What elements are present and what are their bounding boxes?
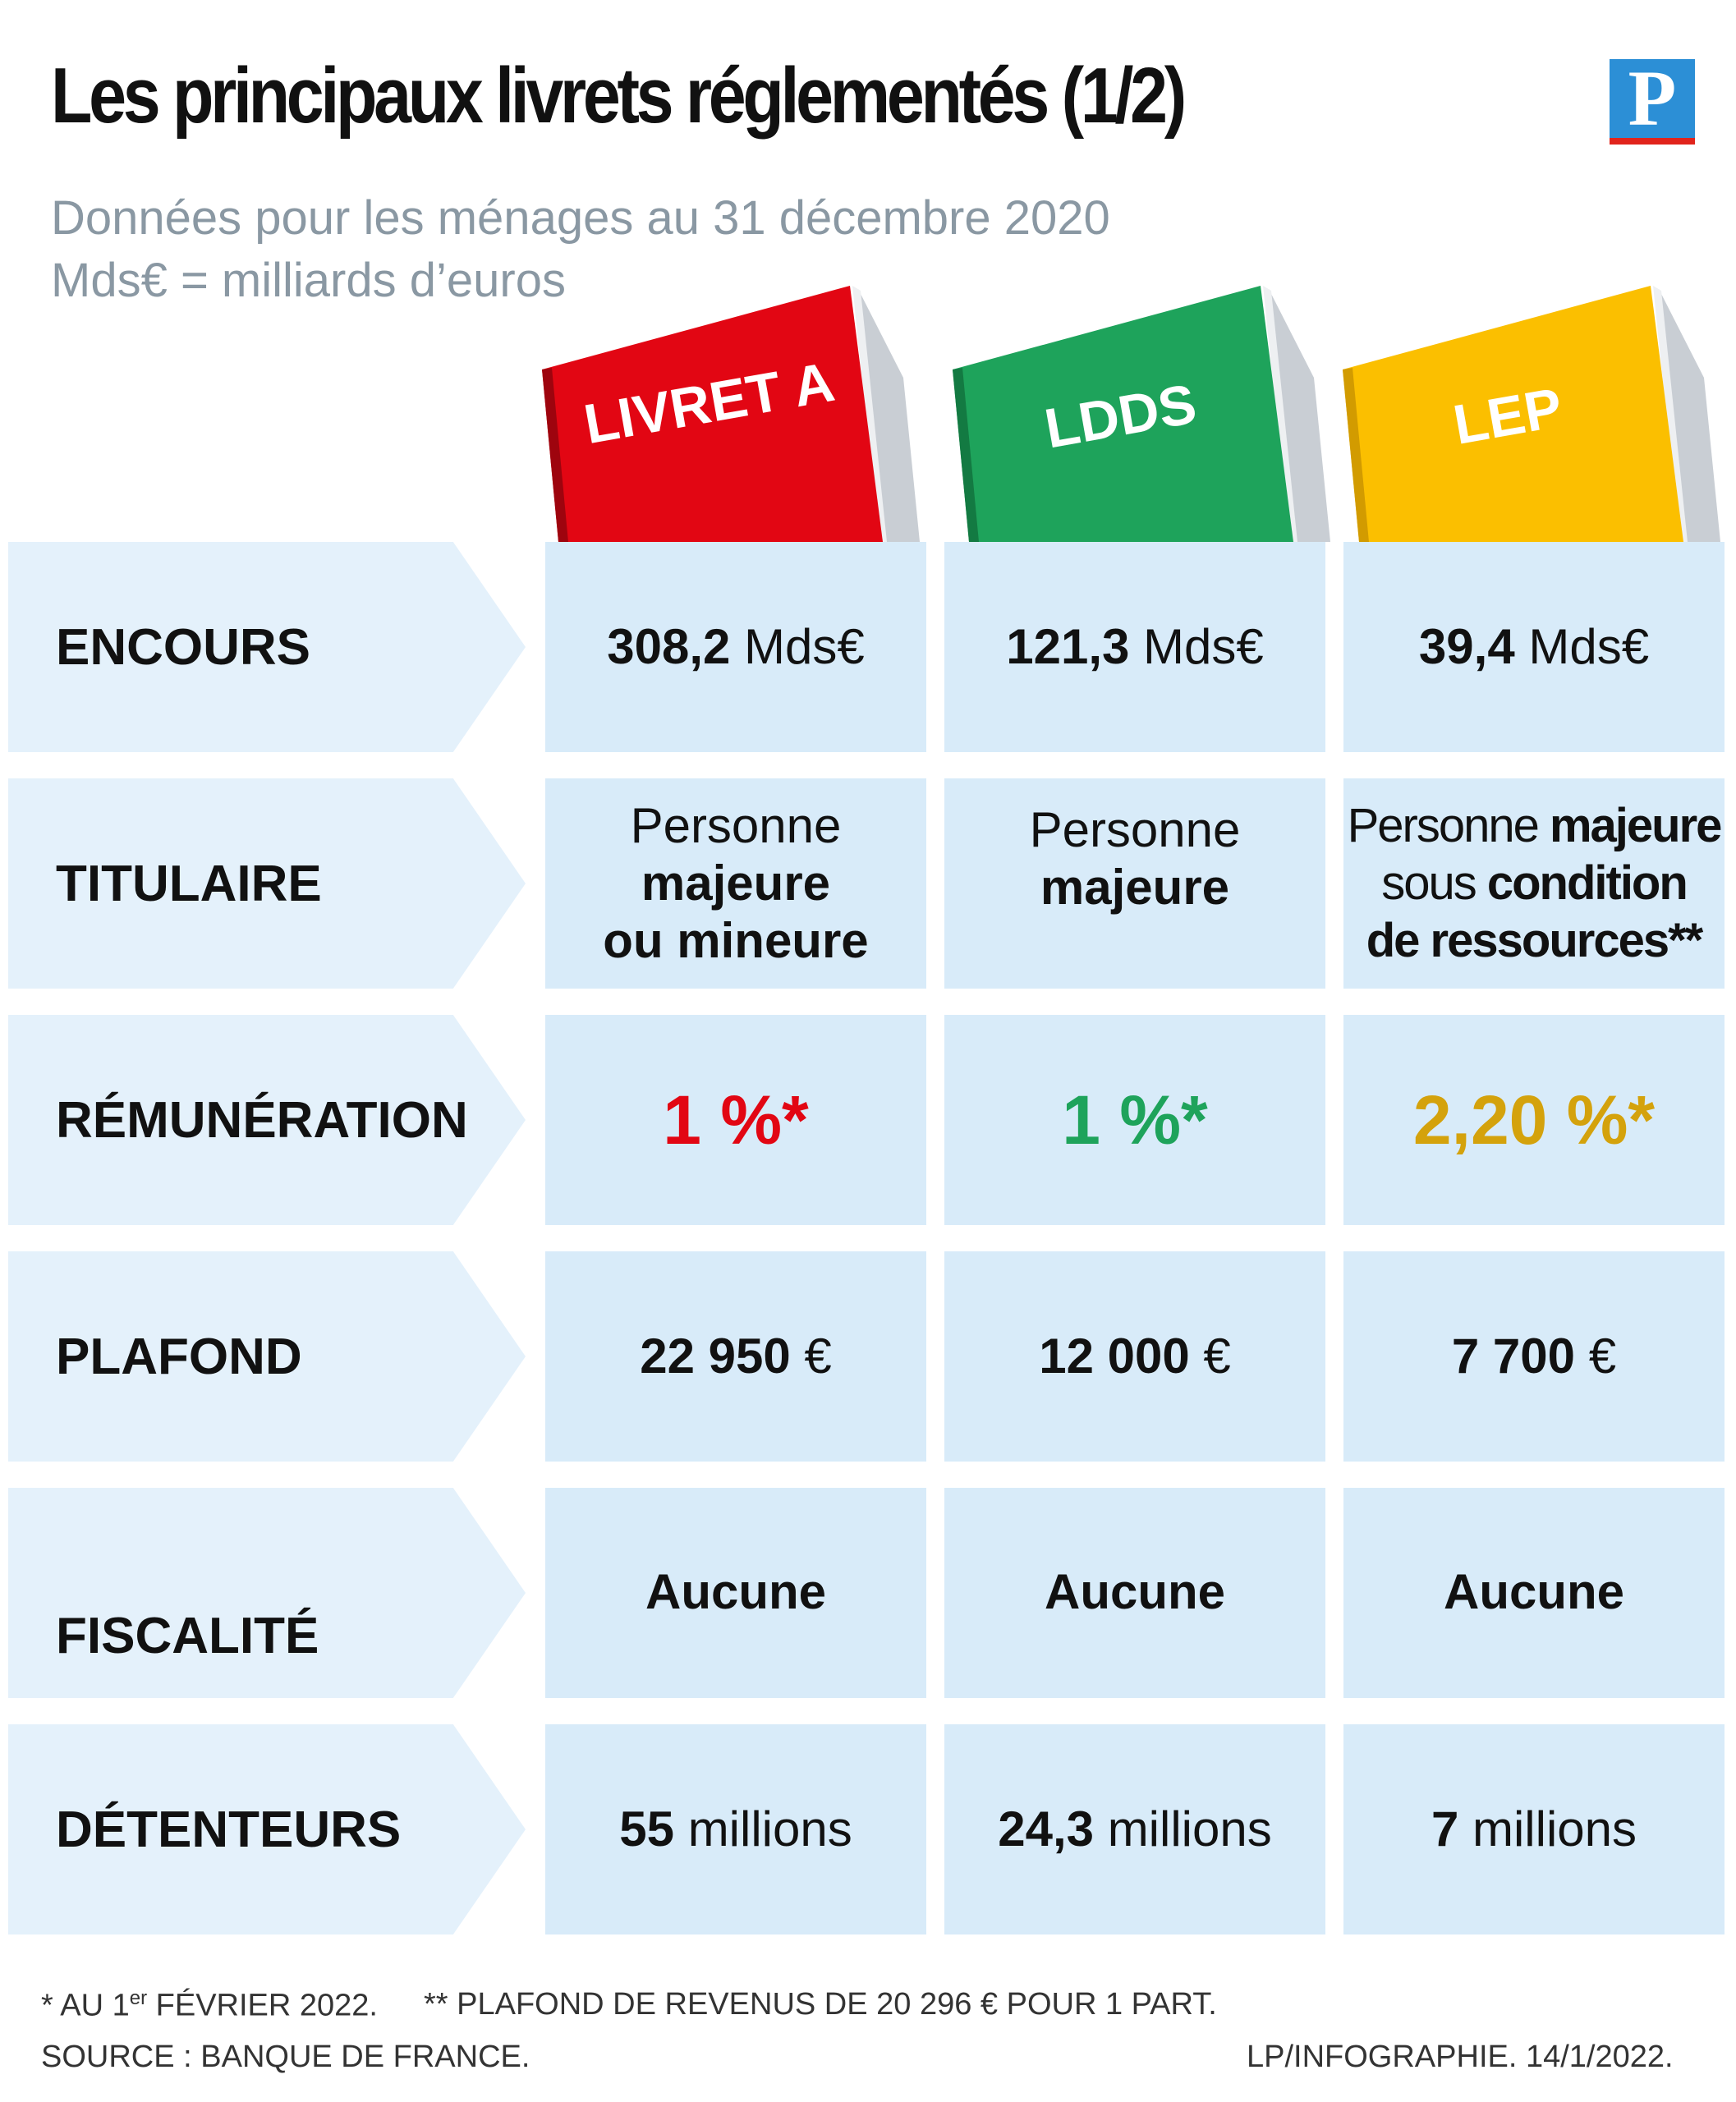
cell-fiscalite-livret-a: Aucune	[545, 1488, 926, 1698]
lep-book-icon	[1343, 286, 1720, 542]
detenteurs-value: 24,3	[998, 1801, 1095, 1856]
cell-fiscalite-ldds: Aucune	[944, 1488, 1325, 1698]
detenteurs-unit: millions	[687, 1801, 852, 1856]
subtitle-unit-note: Mds€ = milliards d’euros	[51, 254, 566, 307]
plafond-unit: €	[1203, 1329, 1231, 1384]
cell-detenteurs-lep: 7 millions	[1343, 1724, 1725, 1934]
plafond-unit: €	[804, 1329, 832, 1384]
titulaire-line: majeure	[641, 856, 831, 911]
subtitle: Données pour les ménages au 31 décembre …	[51, 187, 1110, 312]
ldds-book-icon	[953, 286, 1330, 542]
le-parisien-logo: P	[1610, 59, 1695, 145]
cell-remuneration-lep: 2,20 %*	[1343, 1015, 1725, 1225]
encours-value: 121,3	[1006, 619, 1130, 674]
titulaire-text: Personne	[1347, 799, 1550, 852]
titulaire-text: majeure	[1549, 799, 1722, 852]
source-note: SOURCE : BANQUE DE FRANCE.	[41, 2040, 530, 2074]
subtitle-date: Données pour les ménages au 31 décembre …	[51, 191, 1110, 245]
row-label-encours: ENCOURS	[8, 542, 526, 752]
row-label-remuneration: RÉMUNÉRATION	[8, 1015, 526, 1225]
plafond-value: 12 000	[1039, 1329, 1190, 1384]
detenteurs-value: 7	[1431, 1801, 1459, 1856]
titulaire-line: ou mineure	[603, 913, 869, 968]
row-label-plafond: PLAFOND	[8, 1251, 526, 1462]
cell-detenteurs-ldds: 24,3 millions	[944, 1724, 1325, 1934]
cell-remuneration-ldds: 1 %*	[944, 1015, 1325, 1225]
cell-plafond-livret-a: 22 950 €	[545, 1251, 926, 1462]
remuneration-rate: 1 %*	[1062, 1081, 1208, 1159]
cell-detenteurs-livret-a: 55 millions	[545, 1724, 926, 1934]
cell-titulaire-lep: Personne majeure sous condition de resso…	[1343, 778, 1725, 989]
cell-encours-lep: 39,4 Mds€	[1343, 542, 1725, 752]
lep-book: LEP	[1334, 279, 1720, 542]
titulaire-text: de ressources**	[1366, 914, 1703, 967]
encours-unit: Mds€	[744, 619, 865, 674]
footnote-sup: er	[129, 1987, 148, 2009]
cell-encours-livret-a: 308,2 Mds€	[545, 542, 926, 752]
cell-plafond-ldds: 12 000 €	[944, 1251, 1325, 1462]
credit-note: LP/INFOGRAPHIE. 14/1/2022.	[1247, 2040, 1674, 2074]
row-label-detenteurs: DÉTENTEURS	[8, 1724, 526, 1934]
fiscalite-value: Aucune	[645, 1564, 827, 1619]
page-title: Les principaux livrets réglementés (1/2)	[51, 52, 1187, 140]
row-label-titulaire: TITULAIRE	[8, 778, 526, 989]
fiscalite-value: Aucune	[1443, 1564, 1625, 1619]
cell-fiscalite-lep: Aucune	[1343, 1488, 1725, 1698]
plafond-value: 7 700	[1451, 1329, 1576, 1384]
cell-encours-ldds: 121,3 Mds€	[944, 542, 1325, 752]
titulaire-line: Personne	[630, 798, 842, 853]
remuneration-rate: 1 %*	[663, 1081, 809, 1159]
encours-value: 308,2	[607, 619, 731, 674]
plafond-value: 22 950	[640, 1329, 791, 1384]
cell-titulaire-ldds: Personne majeure	[944, 778, 1325, 989]
plafond-unit: €	[1588, 1329, 1617, 1384]
detenteurs-unit: millions	[1107, 1801, 1272, 1856]
footnote-text: FÉVRIER 2022.	[147, 1988, 378, 2023]
fiscalite-value: Aucune	[1044, 1564, 1226, 1619]
titulaire-text: condition	[1486, 856, 1688, 910]
footnote-date: * AU 1er FÉVRIER 2022.	[41, 1987, 378, 2024]
titulaire-line: Personne	[1029, 802, 1241, 857]
detenteurs-unit: millions	[1472, 1801, 1637, 1856]
encours-unit: Mds€	[1143, 619, 1264, 674]
detenteurs-value: 55	[619, 1801, 675, 1856]
ldds-book: LDDS	[944, 279, 1330, 542]
footnote-text: * AU 1	[41, 1988, 130, 2023]
cell-titulaire-livret-a: Personne majeure ou mineure	[545, 778, 926, 989]
row-label-fiscalite: FISCALITÉ	[8, 1488, 526, 1698]
footnote-income-cap: ** PLAFOND DE REVENUS DE 20 296 € POUR 1…	[424, 1987, 1217, 2022]
remuneration-rate: 2,20 %*	[1412, 1081, 1656, 1159]
encours-value: 39,4	[1418, 619, 1515, 674]
titulaire-line: majeure	[1040, 860, 1230, 915]
titulaire-text: sous	[1381, 856, 1487, 910]
livret-a-book-icon	[542, 286, 920, 542]
cell-remuneration-livret-a: 1 %*	[545, 1015, 926, 1225]
cell-plafond-lep: 7 700 €	[1343, 1251, 1725, 1462]
livret-a-book: LIVRET A	[534, 279, 920, 542]
encours-unit: Mds€	[1528, 619, 1650, 674]
